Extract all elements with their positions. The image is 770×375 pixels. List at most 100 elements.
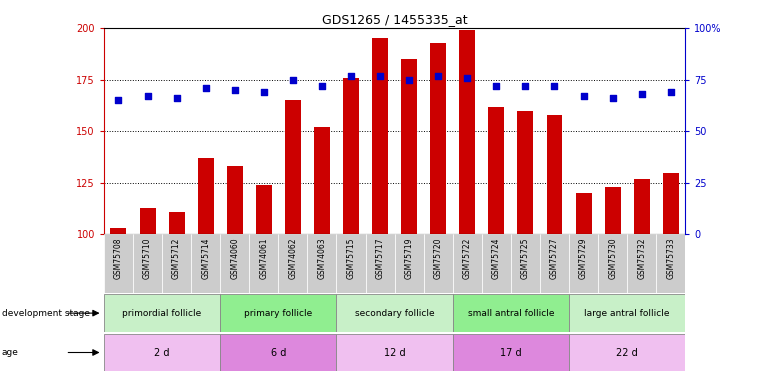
Bar bbox=[336, 294, 453, 332]
Bar bbox=[366, 234, 394, 292]
Bar bbox=[220, 334, 336, 371]
Point bbox=[490, 83, 503, 89]
Point bbox=[635, 91, 648, 97]
Point bbox=[316, 83, 328, 89]
Bar bbox=[453, 294, 569, 332]
Bar bbox=[663, 172, 679, 234]
Text: GSM75720: GSM75720 bbox=[434, 237, 443, 279]
Bar bbox=[453, 334, 569, 371]
Bar bbox=[249, 234, 278, 292]
Text: 2 d: 2 d bbox=[154, 348, 170, 357]
Text: GSM74061: GSM74061 bbox=[259, 237, 268, 279]
Text: GSM75722: GSM75722 bbox=[463, 237, 472, 279]
Text: secondary follicle: secondary follicle bbox=[355, 309, 434, 318]
Bar bbox=[401, 59, 417, 234]
Bar bbox=[547, 115, 563, 234]
Text: GSM75708: GSM75708 bbox=[114, 237, 123, 279]
Text: GSM75732: GSM75732 bbox=[638, 237, 646, 279]
Text: 17 d: 17 d bbox=[500, 348, 522, 357]
Bar bbox=[226, 166, 243, 234]
Text: large antral follicle: large antral follicle bbox=[584, 309, 670, 318]
Bar bbox=[307, 234, 336, 292]
Bar bbox=[453, 234, 482, 292]
Text: GSM75710: GSM75710 bbox=[143, 237, 152, 279]
Text: GSM75712: GSM75712 bbox=[172, 237, 181, 279]
Bar bbox=[604, 187, 621, 234]
Bar bbox=[634, 179, 650, 234]
Point bbox=[578, 93, 590, 99]
Text: small antral follicle: small antral follicle bbox=[467, 309, 554, 318]
Text: primary follicle: primary follicle bbox=[244, 309, 313, 318]
Point bbox=[432, 73, 444, 79]
Text: GSM74063: GSM74063 bbox=[317, 237, 326, 279]
Point bbox=[286, 77, 299, 83]
Bar bbox=[104, 294, 220, 332]
Bar bbox=[314, 127, 330, 234]
Bar bbox=[569, 234, 598, 292]
Text: GSM74060: GSM74060 bbox=[230, 237, 239, 279]
Text: primordial follicle: primordial follicle bbox=[122, 309, 202, 318]
Bar bbox=[110, 228, 126, 234]
Bar bbox=[430, 43, 447, 234]
Bar bbox=[569, 294, 685, 332]
Bar bbox=[220, 294, 336, 332]
Text: GSM75714: GSM75714 bbox=[201, 237, 210, 279]
Bar bbox=[104, 334, 220, 371]
Text: GSM75730: GSM75730 bbox=[608, 237, 617, 279]
Text: GSM75717: GSM75717 bbox=[376, 237, 384, 279]
Bar bbox=[482, 234, 511, 292]
Bar bbox=[598, 234, 627, 292]
Point bbox=[142, 93, 154, 99]
Bar bbox=[517, 111, 534, 234]
Text: GSM75715: GSM75715 bbox=[346, 237, 356, 279]
Bar bbox=[278, 234, 307, 292]
Text: GSM74062: GSM74062 bbox=[289, 237, 297, 279]
Text: GSM75729: GSM75729 bbox=[579, 237, 588, 279]
Point bbox=[229, 87, 241, 93]
Bar bbox=[285, 100, 301, 234]
Bar bbox=[424, 234, 453, 292]
Bar bbox=[169, 211, 185, 234]
Text: 6 d: 6 d bbox=[271, 348, 286, 357]
Bar bbox=[336, 234, 366, 292]
Bar bbox=[459, 30, 475, 234]
Point bbox=[170, 95, 182, 101]
Bar bbox=[511, 234, 540, 292]
Bar bbox=[569, 334, 685, 371]
Point bbox=[548, 83, 561, 89]
Bar bbox=[133, 234, 162, 292]
Bar bbox=[191, 234, 220, 292]
Point bbox=[374, 73, 387, 79]
Text: GSM75725: GSM75725 bbox=[521, 237, 530, 279]
Point bbox=[345, 73, 357, 79]
Bar bbox=[256, 185, 272, 234]
Point bbox=[403, 77, 415, 83]
Point bbox=[519, 83, 531, 89]
Bar bbox=[162, 234, 191, 292]
Point bbox=[258, 89, 270, 95]
Bar bbox=[488, 106, 504, 234]
Point bbox=[461, 75, 474, 81]
Bar bbox=[104, 234, 133, 292]
Text: age: age bbox=[2, 348, 18, 357]
Bar bbox=[372, 39, 388, 234]
Bar bbox=[656, 234, 685, 292]
Text: GSM75724: GSM75724 bbox=[492, 237, 501, 279]
Bar bbox=[343, 78, 359, 234]
Text: 22 d: 22 d bbox=[616, 348, 638, 357]
Point bbox=[607, 95, 619, 101]
Bar bbox=[198, 158, 214, 234]
Bar bbox=[139, 208, 156, 234]
Text: 12 d: 12 d bbox=[383, 348, 406, 357]
Point bbox=[199, 85, 212, 91]
Bar bbox=[220, 234, 249, 292]
Bar bbox=[540, 234, 569, 292]
Bar bbox=[627, 234, 656, 292]
Text: GSM75727: GSM75727 bbox=[550, 237, 559, 279]
Title: GDS1265 / 1455335_at: GDS1265 / 1455335_at bbox=[322, 13, 467, 26]
Text: GSM75733: GSM75733 bbox=[666, 237, 675, 279]
Bar bbox=[336, 334, 453, 371]
Text: GSM75719: GSM75719 bbox=[405, 237, 413, 279]
Bar bbox=[394, 234, 424, 292]
Point bbox=[665, 89, 677, 95]
